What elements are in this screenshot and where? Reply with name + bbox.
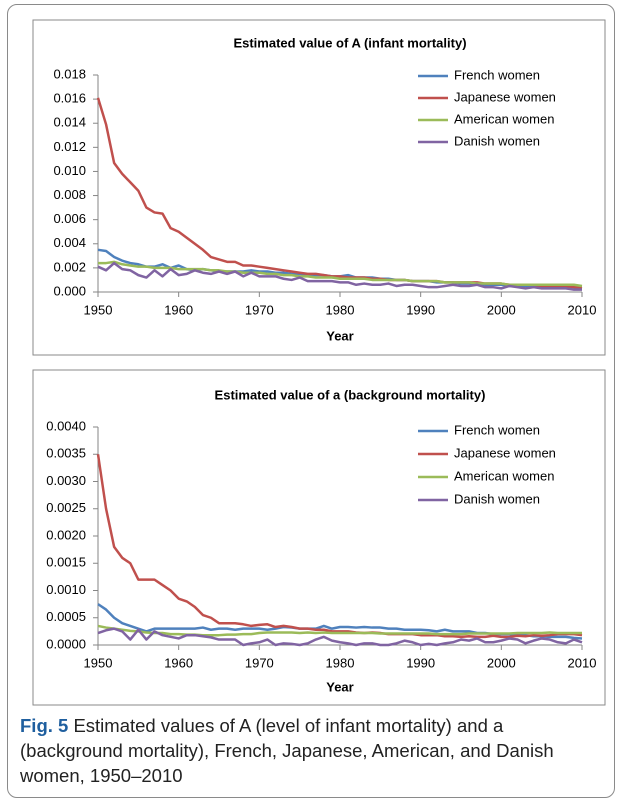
y-tick-label: 0.0030 (46, 473, 86, 488)
x-tick-label: 2010 (568, 655, 597, 670)
caption: Fig. 5 Estimated values of A (level of i… (20, 713, 610, 788)
y-tick-label: 0.010 (53, 163, 86, 178)
series-line (97, 627, 583, 647)
x-axis-title: Year (326, 328, 353, 343)
x-tick-label: 1980 (326, 655, 355, 670)
figure-frame (7, 4, 615, 798)
x-tick-label: 1960 (164, 655, 193, 670)
legend-label: Danish women (454, 491, 540, 506)
legend-label: Japanese women (454, 89, 556, 104)
x-axis-title: Year (326, 679, 353, 694)
x-tick-label: 1950 (84, 302, 113, 317)
y-tick-label: 0.008 (53, 187, 86, 202)
y-tick-label: 0.004 (53, 235, 86, 250)
x-tick-label: 1980 (326, 302, 355, 317)
y-tick-label: 0.0010 (46, 582, 86, 597)
series-line (96, 454, 583, 639)
y-tick-label: 0.0005 (46, 609, 86, 624)
caption-text: Estimated values of A (level of infant m… (20, 715, 554, 786)
x-tick-label: 1970 (245, 302, 274, 317)
x-tick-label: 2010 (568, 302, 597, 317)
legend-label: French women (454, 422, 540, 437)
y-tick-label: 0.000 (53, 283, 86, 298)
figure: Estimated value of A (infant mortality) Y… (32, 19, 606, 706)
y-tick-label: 0.002 (53, 259, 86, 274)
series-line (98, 260, 583, 288)
series-line (97, 624, 582, 637)
y-tick-label: 0.0000 (46, 636, 86, 651)
chart-title: Estimated value of A (infant mortality) (233, 35, 466, 50)
y-tick-label: 0.006 (53, 211, 86, 226)
x-tick-label: 1990 (406, 655, 435, 670)
caption-label: Fig. 5 (20, 715, 69, 736)
chart-box (32, 369, 606, 706)
x-tick-label: 1970 (245, 655, 274, 670)
x-tick-label: 1950 (84, 655, 113, 670)
x-tick-label: 2000 (487, 655, 516, 670)
y-tick-label: 0.0020 (46, 527, 86, 542)
y-tick-label: 0.0040 (46, 418, 86, 433)
legend-label: American women (454, 111, 554, 126)
y-tick-label: 0.016 (53, 91, 86, 106)
legend-label: Danish women (454, 133, 540, 148)
x-tick-label: 1990 (406, 302, 435, 317)
legend-label: Japanese women (454, 445, 556, 460)
y-tick-label: 0.014 (53, 115, 86, 130)
y-tick-label: 0.0015 (46, 555, 86, 570)
chart-box (32, 19, 606, 356)
x-tick-label: 2000 (487, 302, 516, 317)
x-tick-label: 1960 (164, 302, 193, 317)
y-tick-label: 0.012 (53, 139, 86, 154)
legend-label: American women (454, 468, 554, 483)
legend-label: French women (454, 67, 540, 82)
series-line (97, 261, 582, 291)
chart-title: Estimated value of a (background mortali… (215, 387, 486, 402)
y-tick-label: 0.018 (53, 66, 86, 81)
y-tick-label: 0.0035 (46, 446, 86, 461)
y-tick-label: 0.0025 (46, 500, 86, 515)
